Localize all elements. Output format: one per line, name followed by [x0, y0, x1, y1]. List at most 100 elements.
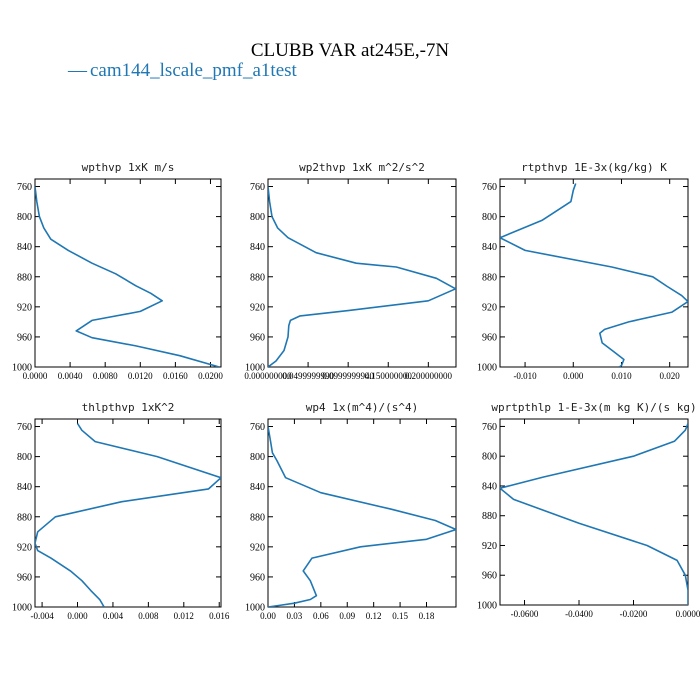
- y-tick-label: 760: [482, 422, 497, 433]
- legend: — cam144_lscale_pmf_a1test: [67, 60, 298, 81]
- panel-5: wp4 1x(m^4)/(s^4) 760 800 840 880 920 960 1000 0…: [245, 401, 457, 621]
- legend-label: cam144_lscale_pmf_a1test: [90, 60, 298, 81]
- panel-title: rtpthvp 1E-3x(kg/kg) K: [521, 161, 667, 174]
- y-tick-label: 1000: [245, 603, 265, 614]
- panel-1: wpthvp 1xK m/s76080084088092096010000.00…: [12, 161, 223, 381]
- y-tick-label: 800: [250, 212, 265, 223]
- series-line: [35, 186, 220, 367]
- panel-title: thlpthvp 1xK^2: [82, 401, 175, 414]
- y-tick-label: 880: [482, 272, 497, 283]
- x-tick-label: 0.012: [174, 611, 194, 621]
- y-tick-label: 840: [482, 242, 497, 253]
- plot-frame: [34, 418, 222, 608]
- x-tick-label: 0.000: [563, 371, 584, 381]
- plot-frame: [499, 418, 689, 606]
- plot-frame: [499, 178, 689, 368]
- x-tick-label: 0.0999999940: [322, 371, 374, 381]
- x-tick-label: 0.0120: [128, 371, 153, 381]
- y-tick-label: 800: [250, 452, 265, 463]
- x-tick-label: 0.0040: [58, 371, 83, 381]
- x-tick-label: 0.000000000: [244, 371, 292, 381]
- y-tick-label: 960: [250, 332, 265, 343]
- series-line: [500, 423, 688, 605]
- x-tick-label: 0.008: [138, 611, 159, 621]
- x-tick-label: 0.12: [366, 611, 382, 621]
- y-tick-label: 1000: [12, 603, 32, 614]
- x-tick-label: 0.004: [103, 611, 124, 621]
- y-tick-label: 920: [482, 302, 497, 313]
- x-tick-label: 0.010: [611, 371, 632, 381]
- y-tick-label: 960: [17, 332, 32, 343]
- y-tick-label: 760: [250, 182, 265, 193]
- panel-title: wpthvp 1xK m/s: [82, 161, 175, 174]
- x-tick-label: 0.150000000: [365, 371, 413, 381]
- y-tick-label: 800: [482, 212, 497, 223]
- x-tick-label: -0.010: [513, 371, 537, 381]
- x-tick-label: -0.0200: [620, 609, 648, 619]
- y-tick-label: 760: [250, 422, 265, 433]
- y-tick-label: 880: [17, 512, 32, 523]
- y-tick-label: 1000: [12, 363, 32, 374]
- x-tick-label: 0.0000: [676, 609, 700, 619]
- x-tick-label: 0.000: [67, 611, 88, 621]
- panel-2: wp2thvp 1xK m^2/s^2 760 800 840 880 920 960 100…: [244, 161, 457, 381]
- x-tick-label: 0.0080: [93, 371, 118, 381]
- y-tick-label: 840: [250, 482, 265, 493]
- y-tick-label: 840: [17, 242, 32, 253]
- x-tick-label: 0.016: [209, 611, 230, 621]
- x-tick-label: 0.200000000: [405, 371, 453, 381]
- panel-title: wp2thvp 1xK m^2/s^2: [299, 161, 425, 174]
- y-tick-label: 920: [482, 541, 497, 552]
- panel-3: rtpthvp 1E-3x(kg/kg) K 760 800 840 880 920 960…: [477, 161, 689, 381]
- x-tick-label: 0.18: [419, 611, 435, 621]
- y-tick-label: 840: [250, 242, 265, 253]
- panel-title: wprtpthlp 1-E-3x(m kg K)/(s kg): [491, 401, 696, 414]
- series-line: [268, 426, 456, 607]
- plot-frame: [267, 178, 457, 368]
- panel-title: wp4 1x(m^4)/(s^4): [306, 401, 419, 414]
- x-tick-label: 0.09: [339, 611, 355, 621]
- y-tick-label: 920: [17, 542, 32, 553]
- panel-grid: wpthvp 1xK m/s76080084088092096010000.00…: [12, 161, 700, 621]
- y-tick-label: 920: [250, 542, 265, 553]
- x-tick-label: -0.0600: [511, 609, 539, 619]
- series-line: [35, 423, 221, 607]
- x-tick-label: -0.004: [30, 611, 54, 621]
- y-tick-label: 1000: [477, 601, 497, 612]
- x-tick-label: 0.0000: [23, 371, 48, 381]
- y-tick-label: 760: [17, 182, 32, 193]
- y-tick-label: 880: [482, 511, 497, 522]
- y-tick-label: 800: [17, 212, 32, 223]
- y-tick-label: 920: [250, 302, 265, 313]
- y-tick-label: 800: [17, 452, 32, 463]
- y-tick-label: 880: [250, 512, 265, 523]
- y-tick-label: 840: [17, 482, 32, 493]
- panel-6: wprtpthlp 1-E-3x(m kg K)/(s kg) 760 800 840…: [477, 401, 700, 619]
- y-tick-label: 960: [250, 572, 265, 583]
- y-tick-label: 960: [482, 571, 497, 582]
- y-tick-label: 760: [17, 422, 32, 433]
- legend-line-icon: —: [67, 60, 88, 81]
- y-tick-label: 960: [17, 572, 32, 583]
- x-tick-label: 0.020: [660, 371, 681, 381]
- y-tick-label: 760: [482, 182, 497, 193]
- y-tick-label: 1000: [245, 363, 265, 374]
- y-tick-label: 800: [482, 452, 497, 463]
- plot-frame: [267, 418, 457, 608]
- y-tick-label: 840: [482, 481, 497, 492]
- figure-title: CLUBB VAR at245E,-7N: [251, 40, 450, 61]
- x-tick-label: 0.0200: [198, 371, 223, 381]
- y-tick-label: 880: [250, 272, 265, 283]
- y-tick-label: 1000: [477, 363, 497, 374]
- x-tick-label: 0.06: [313, 611, 329, 621]
- x-tick-label: 0.0160: [163, 371, 188, 381]
- x-tick-label: 0.15: [392, 611, 408, 621]
- y-tick-label: 920: [17, 302, 32, 313]
- x-tick-label: -0.0400: [565, 609, 593, 619]
- x-tick-label: 0.0499999990: [282, 371, 334, 381]
- y-tick-label: 960: [482, 332, 497, 343]
- panel-4: thlpthvp 1xK^2 760 800 840 880 920 960 1000-0.0…: [12, 401, 230, 621]
- series-line: [500, 183, 688, 367]
- series-line: [268, 186, 456, 367]
